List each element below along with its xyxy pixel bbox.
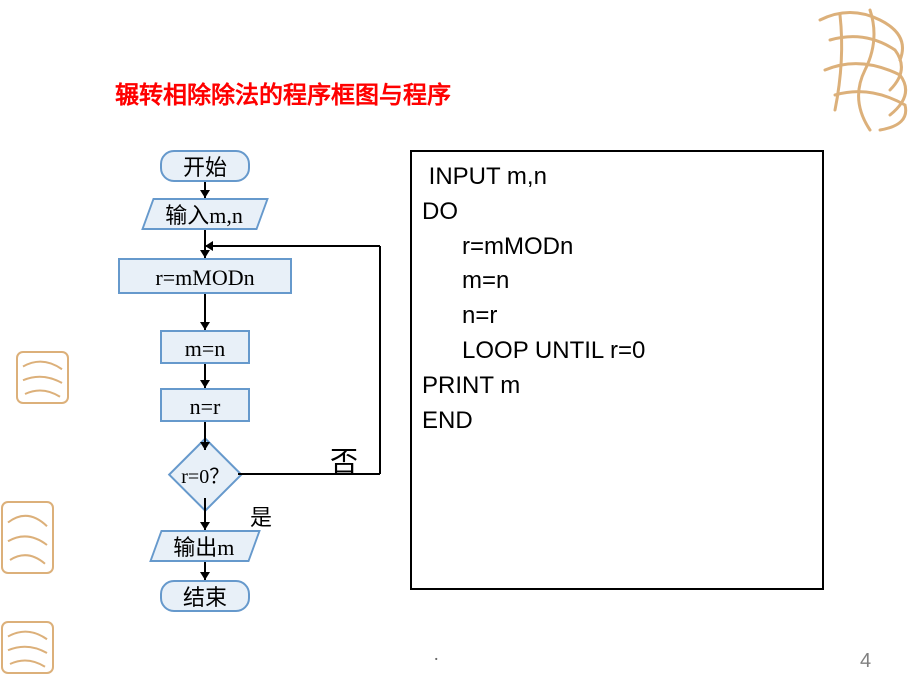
flowchart-node-output: 输出m bbox=[149, 530, 261, 562]
flowchart-label-yes: 是 bbox=[250, 500, 272, 532]
slide-title: 辗转相除除法的程序框图与程序 bbox=[115, 75, 451, 110]
flowchart-node-assign1: m=n bbox=[160, 330, 250, 364]
flowchart: 开始输入m,nr=mMODnm=nn=rr=0？输出m结束是否 bbox=[100, 150, 420, 630]
decoration-top-right bbox=[810, 0, 920, 140]
decoration-left-3 bbox=[0, 620, 55, 675]
page-number: 4 bbox=[860, 650, 871, 673]
decoration-left-1 bbox=[15, 350, 70, 405]
pseudocode-box: INPUT m,n DO r=mMODn m=n n=r LOOP UNTIL … bbox=[410, 150, 824, 590]
flowchart-node-assign2: n=r bbox=[160, 388, 250, 422]
flowchart-node-end: 结束 bbox=[160, 580, 250, 612]
decoration-left-2 bbox=[0, 500, 55, 575]
flowchart-node-input: 输入m,n bbox=[141, 198, 269, 230]
flowchart-node-calc: r=mMODn bbox=[118, 258, 292, 294]
flowchart-node-start: 开始 bbox=[160, 150, 250, 182]
footer-dot: . bbox=[434, 644, 439, 665]
flowchart-label-no: 否 bbox=[330, 440, 358, 480]
